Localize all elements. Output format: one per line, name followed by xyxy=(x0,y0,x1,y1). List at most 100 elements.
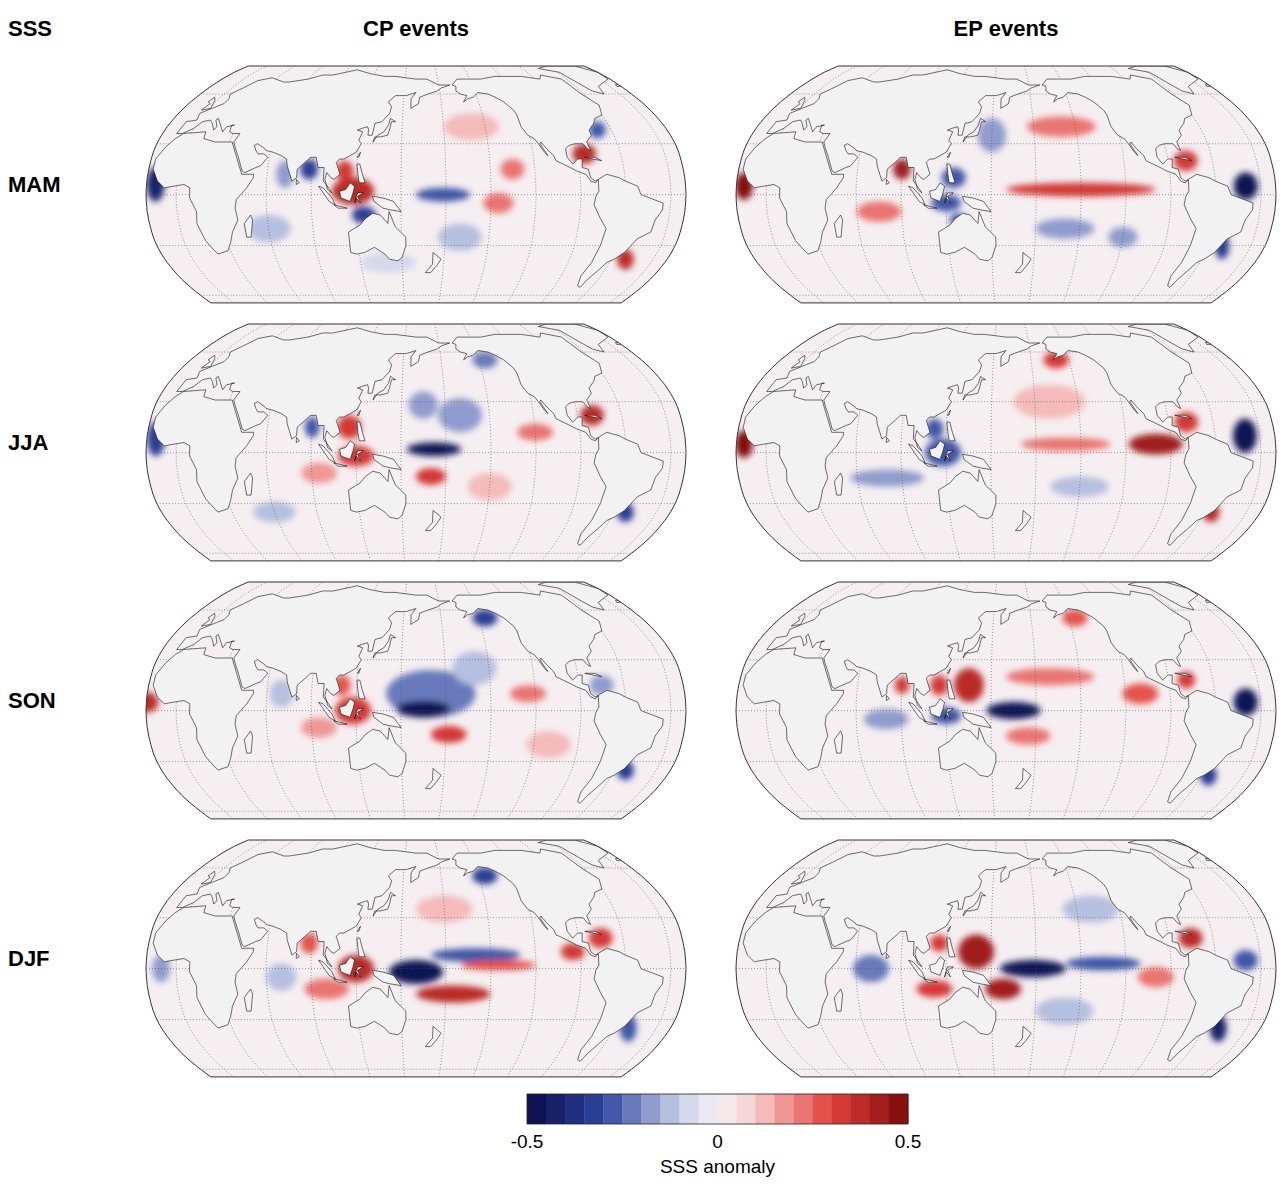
sss-anomaly xyxy=(1035,998,1093,1025)
land xyxy=(791,97,805,110)
land xyxy=(538,582,608,610)
colorbar-label: SSS anomaly xyxy=(660,1156,776,1177)
colorbar-step xyxy=(870,1094,889,1124)
sss-anomaly xyxy=(930,675,948,695)
land xyxy=(947,410,950,415)
land xyxy=(357,410,360,415)
land xyxy=(334,979,348,982)
land xyxy=(791,613,805,626)
land xyxy=(886,179,889,184)
row-title: MAM xyxy=(8,172,61,197)
grid-line xyxy=(157,1019,675,1020)
grid-line xyxy=(1053,66,1081,303)
land xyxy=(963,712,992,727)
ocean xyxy=(736,324,1276,561)
sss-anomaly xyxy=(397,700,451,717)
land xyxy=(340,957,355,976)
land xyxy=(909,444,926,463)
figure-title: SSS xyxy=(8,16,52,41)
ocean xyxy=(146,840,686,1077)
sss-anomaly xyxy=(954,668,984,702)
land xyxy=(834,989,842,1011)
land xyxy=(886,437,889,442)
land xyxy=(924,979,938,982)
land xyxy=(947,152,950,157)
land xyxy=(201,355,215,368)
land xyxy=(585,673,602,676)
sss-anomaly xyxy=(850,470,924,487)
land xyxy=(1168,948,1254,1061)
colorbar-tick-label: -0.5 xyxy=(511,1131,544,1152)
sss-anomaly xyxy=(1123,684,1159,704)
sss-anomaly xyxy=(1006,668,1094,685)
land xyxy=(963,118,986,142)
land xyxy=(963,970,992,985)
land xyxy=(373,454,402,469)
grid-line xyxy=(991,66,997,303)
ocean xyxy=(736,840,1276,1077)
land xyxy=(538,840,608,868)
map-outline xyxy=(146,582,686,819)
sss-anomaly xyxy=(1129,434,1183,454)
land xyxy=(244,989,252,1011)
map-outline xyxy=(736,66,1276,303)
land xyxy=(834,731,842,753)
land xyxy=(296,953,299,958)
grid-line xyxy=(1025,582,1036,819)
land xyxy=(767,328,1040,451)
land xyxy=(939,470,996,519)
land xyxy=(963,196,992,211)
land xyxy=(1175,415,1192,418)
sss-anomaly xyxy=(1108,227,1137,247)
land xyxy=(585,931,602,934)
land xyxy=(425,1026,441,1046)
land xyxy=(945,451,954,461)
land xyxy=(930,699,945,718)
grid-line xyxy=(463,582,491,819)
sss-anomaly xyxy=(517,424,553,441)
land xyxy=(945,967,954,977)
land xyxy=(340,699,355,718)
land xyxy=(963,634,986,658)
map-outline xyxy=(736,582,1276,819)
sss-anomaly xyxy=(407,442,461,456)
land xyxy=(340,441,355,460)
land xyxy=(947,938,955,957)
land xyxy=(585,157,602,160)
land xyxy=(425,768,441,788)
land xyxy=(357,422,365,441)
sss-anomaly xyxy=(1066,957,1141,971)
land xyxy=(930,183,945,202)
grid-line xyxy=(463,66,491,303)
grid-line xyxy=(1053,582,1081,819)
land xyxy=(767,70,1040,193)
land xyxy=(1015,252,1031,272)
colorbar-step xyxy=(603,1094,622,1124)
land xyxy=(373,196,402,211)
land xyxy=(924,721,938,724)
land xyxy=(886,953,889,958)
land xyxy=(357,680,365,699)
colorbar-step xyxy=(679,1094,698,1124)
land xyxy=(452,75,602,183)
land xyxy=(1168,174,1254,287)
land xyxy=(947,422,955,441)
land xyxy=(578,432,664,545)
sss-anomaly xyxy=(1027,117,1096,137)
map-outline xyxy=(146,840,686,1077)
land xyxy=(349,212,406,261)
land xyxy=(834,215,842,237)
sss-anomaly xyxy=(1021,437,1111,451)
sss-anomaly xyxy=(266,964,296,991)
land xyxy=(201,871,215,884)
sss-anomaly xyxy=(580,405,603,425)
grid-line xyxy=(401,582,407,819)
land xyxy=(1128,324,1198,352)
grid-line xyxy=(1025,324,1036,561)
ocean xyxy=(736,582,1276,819)
grid-line xyxy=(1053,840,1081,1077)
colorbar-frame xyxy=(527,1094,908,1124)
land xyxy=(349,470,406,519)
land xyxy=(355,967,364,977)
ocean xyxy=(146,582,686,819)
